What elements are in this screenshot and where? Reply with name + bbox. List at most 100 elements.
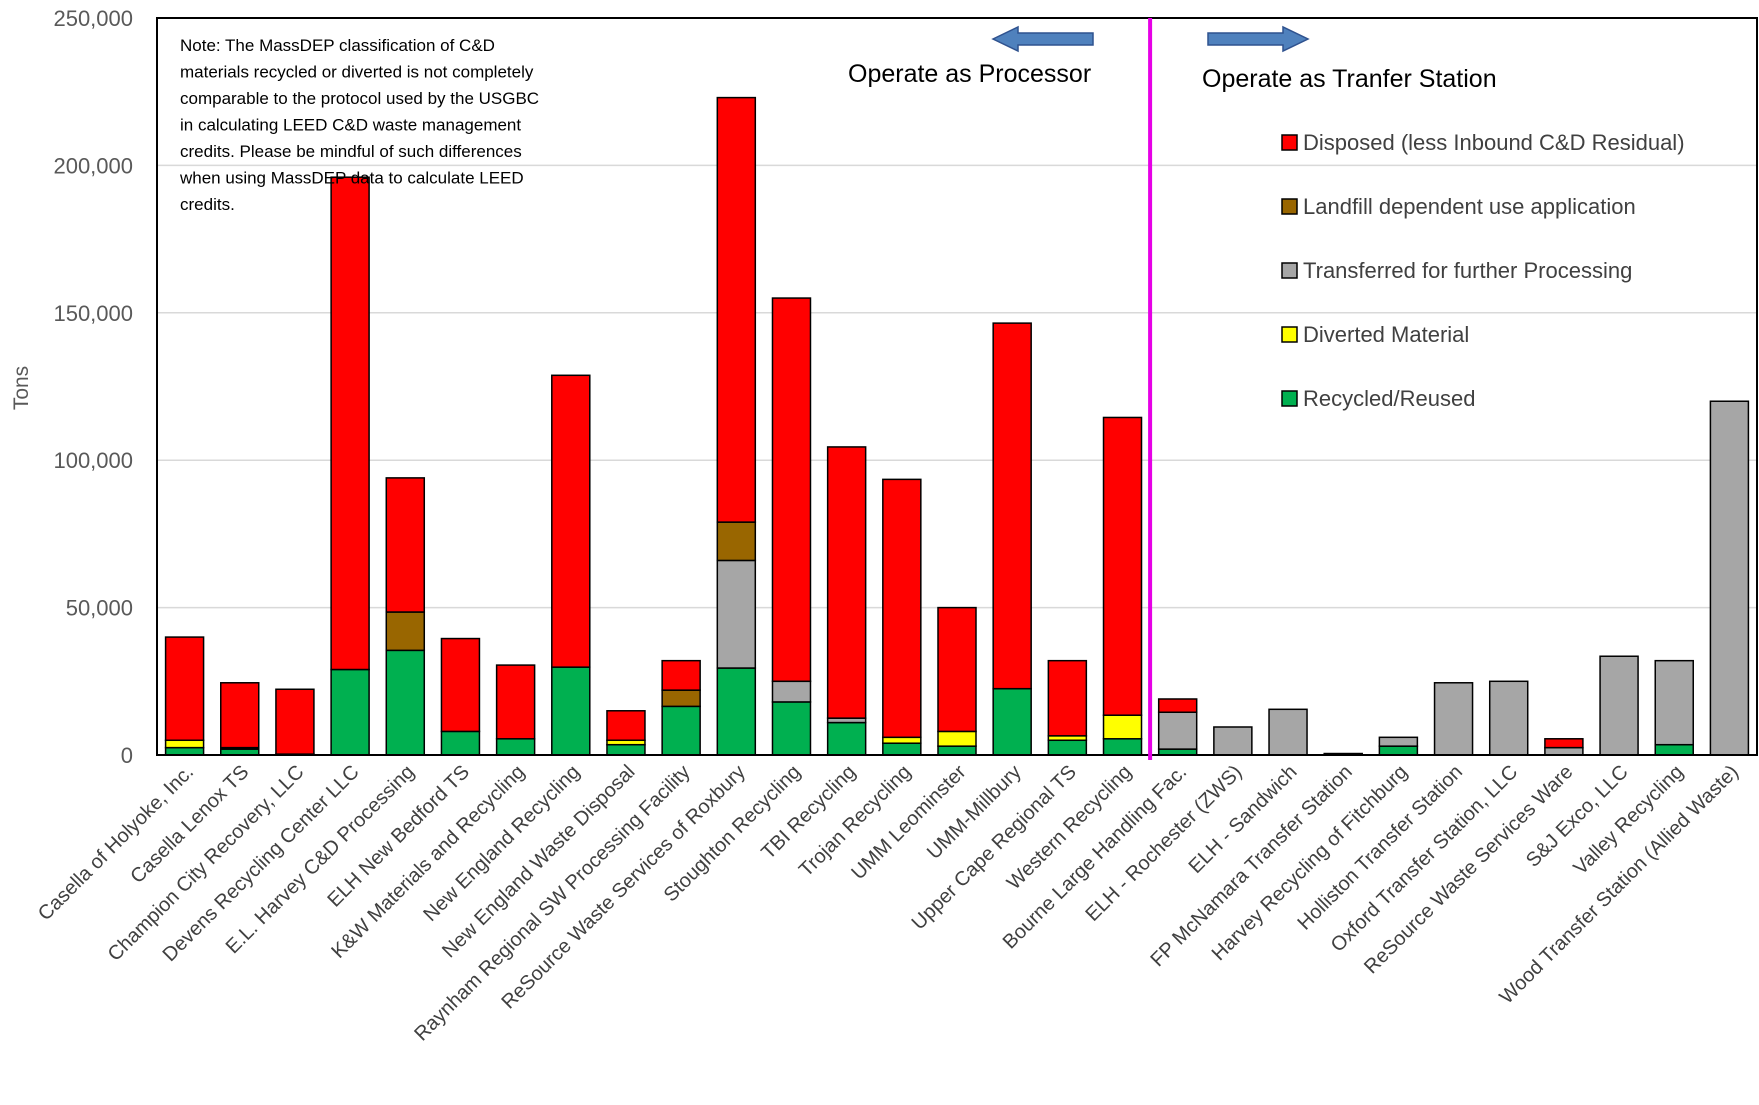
bar-segment (826, 721, 867, 756)
bars (164, 96, 1750, 756)
bar-segment (164, 739, 205, 749)
bar-segment (606, 743, 646, 756)
bar-segment (1433, 682, 1474, 756)
bar-segment (826, 446, 867, 719)
y-tick-label: 100,000 (53, 448, 133, 473)
note-line: Note: The MassDEP classification of C&D (180, 36, 495, 55)
y-axis-title: Tons (10, 366, 33, 410)
bar-segment (1268, 708, 1308, 756)
bar-stack (771, 297, 812, 756)
legend-swatch (1281, 390, 1298, 407)
bar-segment (385, 477, 426, 613)
bar-segment (992, 322, 1032, 690)
bar-segment (771, 297, 812, 683)
bar-segment (551, 666, 591, 756)
bar-segment (330, 668, 370, 756)
bar-stack (1544, 738, 1584, 756)
bar-segment (440, 637, 481, 733)
y-tick-label: 200,000 (53, 153, 133, 178)
bar-segment (1102, 738, 1143, 756)
bar-segment (495, 738, 536, 756)
bar-segment (716, 96, 757, 523)
legend-swatch (1281, 262, 1298, 279)
bar-segment (937, 606, 977, 733)
note-line: credits. Please be mindful of such diffe… (180, 142, 522, 161)
legend-label: Disposed (less Inbound C&D Residual) (1303, 130, 1685, 155)
legend-label: Recycled/Reused (1303, 386, 1475, 411)
bar-segment (275, 688, 315, 755)
bar-stack (716, 96, 757, 756)
bar-stack (440, 637, 481, 756)
bar-segment (1102, 416, 1143, 716)
bar-segment (1047, 659, 1088, 737)
bar-stack (1102, 416, 1143, 756)
bar-segment (771, 680, 812, 703)
bar-segment (1709, 400, 1750, 756)
bar-segment (882, 478, 922, 739)
bar-stack (495, 664, 536, 756)
legend-label: Transferred for further Processing (1303, 258, 1632, 283)
bar-stack (1488, 680, 1529, 756)
bar-segment (716, 559, 757, 669)
bar-segment (661, 689, 701, 708)
y-axis-ticks: 0 50,000 100,000 150,000 200,000 250,000 (53, 6, 133, 768)
bar-segment (606, 710, 646, 742)
bar-segment (882, 736, 922, 744)
note-line: when using MassDEP data to calculate LEE… (179, 169, 524, 188)
bar-stack (1047, 659, 1088, 756)
legend-swatch (1281, 198, 1298, 215)
bar-stack (385, 477, 426, 756)
x-axis-category-labels: Casella of Holyoke, Inc.Casella Lenox TS… (34, 761, 1743, 1046)
bar-segment (495, 664, 536, 740)
note-line: in calculating LEED C&D waste management (180, 116, 521, 135)
bar-stack (1709, 400, 1750, 756)
note-line: comparable to the protocol used by the U… (180, 89, 539, 108)
bar-segment (385, 611, 426, 652)
bar-stack (937, 606, 977, 756)
bar-segment (1047, 739, 1088, 756)
bar-segment (937, 745, 977, 756)
y-tick-label: 150,000 (53, 301, 133, 326)
bar-stack (606, 710, 646, 756)
note-line: credits. (180, 195, 235, 214)
legend-label: Diverted Material (1303, 322, 1469, 347)
bar-stack (1213, 726, 1253, 756)
bar-stack (826, 446, 867, 756)
bar-segment (1599, 655, 1639, 756)
bar-stack (330, 176, 370, 756)
bar-stack (164, 636, 205, 756)
transfer-station-label: Operate as Tranfer Station (1202, 65, 1497, 93)
legend-swatch (1281, 134, 1298, 151)
bar-segment (440, 730, 481, 756)
bar-segment (937, 730, 977, 747)
bar-segment (164, 636, 205, 742)
bar-segment (551, 374, 591, 668)
y-tick-label: 250,000 (53, 6, 133, 31)
bar-segment (220, 682, 260, 749)
bar-segment (1654, 743, 1694, 756)
methodology-note: Note: The MassDEP classification of C&D m… (179, 36, 539, 214)
bar-segment (771, 701, 812, 756)
bar-segment (1378, 745, 1419, 756)
bar-segment (716, 667, 757, 756)
bar-segment (661, 705, 701, 756)
bar-segment (992, 687, 1032, 756)
bar-segment (716, 521, 757, 562)
bar-stack (1433, 682, 1474, 756)
bar-segment (1488, 680, 1529, 756)
bar-segment (1213, 726, 1253, 756)
processor-arrow-group: Operate as Processor (848, 25, 1094, 88)
bar-segment (1102, 714, 1143, 740)
bar-segment (1544, 746, 1584, 756)
bar-segment (1544, 738, 1584, 749)
legend-label: Landfill dependent use application (1303, 194, 1636, 219)
bar-segment (1157, 711, 1198, 750)
left-arrow-icon (991, 25, 1094, 53)
plot-area-frame (156, 17, 1758, 756)
bar-stack (220, 682, 260, 756)
legend-swatch (1281, 326, 1298, 343)
bar-stack (1268, 708, 1308, 756)
transfer-arrow-group: Operate as Tranfer Station (1202, 25, 1497, 93)
right-arrow-icon (1207, 25, 1310, 53)
